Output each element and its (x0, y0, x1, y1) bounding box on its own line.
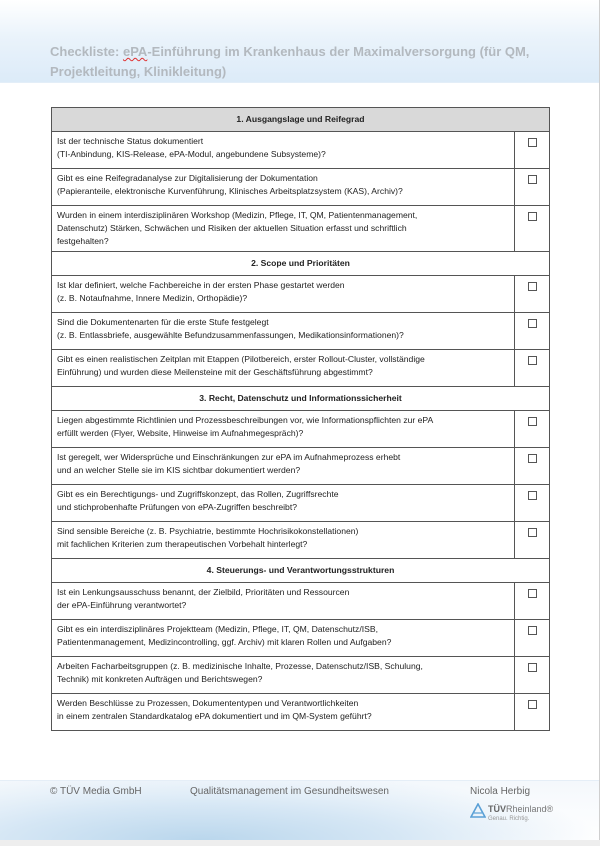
checklist-question: Liegen abgestimmte Richtlinien und Proze… (51, 410, 515, 448)
checklist-question: Wurden in einem interdisziplinären Works… (51, 205, 515, 252)
checkbox[interactable] (527, 212, 537, 221)
checkbox-cell (514, 484, 550, 522)
logo-brand: TÜVRheinland® (488, 804, 553, 814)
checkbox[interactable] (527, 626, 537, 635)
logo-slogan: Genau. Richtig. (488, 816, 530, 822)
checklist-question: Gibt es ein interdisziplinäres Projektte… (51, 619, 515, 657)
checkbox-cell (514, 410, 550, 448)
checkbox[interactable] (527, 491, 537, 500)
title-rest: -Einführung im Krankenhaus der Maximalve… (50, 44, 530, 79)
checklist-row: Gibt es einen realistischen Zeitplan mit… (51, 349, 550, 387)
section-heading: 3. Recht, Datenschutz und Informationssi… (51, 386, 550, 411)
checklist-question: Gibt es eine Reifegradanalyse zur Digita… (51, 168, 515, 206)
checkbox-cell (514, 349, 550, 387)
checklist-row: Gibt es ein interdisziplinäres Projektte… (51, 619, 550, 657)
triangle-logo-icon (470, 803, 486, 818)
checkbox[interactable] (527, 454, 537, 463)
checkbox[interactable] (527, 356, 537, 365)
checkbox-cell (514, 656, 550, 694)
footer-author: Nicola Herbig (470, 786, 531, 797)
section-heading: 4. Steuerungs- und Verantwortungsstruktu… (51, 558, 550, 583)
checklist-question: Gibt es einen realistischen Zeitplan mit… (51, 349, 515, 387)
section-header-row: 4. Steuerungs- und Verantwortungsstruktu… (51, 558, 550, 583)
checklist-table: 1. Ausgangslage und Reifegrad Ist der tec… (51, 107, 550, 731)
header-band (0, 0, 599, 83)
checklist-row: Wurden in einem interdisziplinären Works… (51, 205, 550, 252)
checklist-row: Sind die Dokumentenarten für die erste S… (51, 312, 550, 350)
checkbox-cell (514, 447, 550, 485)
checklist-question: Ist ein Lenkungsausschuss benannt, der Z… (51, 582, 515, 620)
checkbox[interactable] (527, 589, 537, 598)
page-title: Checkliste: ePA-Einführung im Krankenhau… (50, 42, 550, 82)
section-heading: 1. Ausgangslage und Reifegrad (51, 107, 550, 132)
checklist-row: Werden Beschlüsse zu Prozessen, Dokument… (51, 693, 550, 731)
section-header-row: 2. Scope und Prioritäten (51, 251, 550, 276)
checklist-question: Ist der technische Status dokumentiert (… (51, 131, 515, 169)
checkbox-cell (514, 521, 550, 559)
checklist-row: Ist ein Lenkungsausschuss benannt, der Z… (51, 582, 550, 620)
checkbox[interactable] (527, 282, 537, 291)
section-header-row: 3. Recht, Datenschutz und Informationssi… (51, 386, 550, 411)
checkbox[interactable] (527, 175, 537, 184)
checklist-question: Ist klar definiert, welche Fachbereiche … (51, 275, 515, 313)
checklist-row: Arbeiten Facharbeitsgruppen (z. B. mediz… (51, 656, 550, 694)
checkbox[interactable] (527, 138, 537, 147)
checkbox-cell (514, 205, 550, 252)
title-epa: ePA (122, 44, 148, 59)
checkbox-cell (514, 275, 550, 313)
checklist-question: Sind die Dokumentenarten für die erste S… (51, 312, 515, 350)
logo-brand-rest: Rheinland® (506, 804, 554, 814)
checkbox[interactable] (527, 528, 537, 537)
checklist-question: Ist geregelt, wer Widersprüche und Einsc… (51, 447, 515, 485)
checkbox[interactable] (527, 700, 537, 709)
checkbox-cell (514, 312, 550, 350)
checkbox-cell (514, 582, 550, 620)
checkbox-cell (514, 619, 550, 657)
checklist-question: Werden Beschlüsse zu Prozessen, Dokument… (51, 693, 515, 731)
checklist-question: Sind sensible Bereiche (z. B. Psychiatri… (51, 521, 515, 559)
checkbox-cell (514, 131, 550, 169)
title-prefix: Checkliste: (50, 44, 123, 59)
footer-band (0, 780, 599, 840)
checklist-question: Arbeiten Facharbeitsgruppen (z. B. mediz… (51, 656, 515, 694)
section-heading: 2. Scope und Prioritäten (51, 251, 550, 276)
footer-publication: Qualitätsmanagement im Gesundheitswesen (190, 786, 389, 797)
checklist-row: Sind sensible Bereiche (z. B. Psychiatri… (51, 521, 550, 559)
checklist-row: Ist geregelt, wer Widersprüche und Einsc… (51, 447, 550, 485)
section-header-row: 1. Ausgangslage und Reifegrad (51, 107, 550, 132)
checkbox-cell (514, 168, 550, 206)
checklist-question: Gibt es ein Berechtigungs- und Zugriffsk… (51, 484, 515, 522)
logo-brand-bold: TÜV (488, 804, 506, 814)
checkbox-cell (514, 693, 550, 731)
checklist-row: Ist klar definiert, welche Fachbereiche … (51, 275, 550, 313)
checklist-row: Ist der technische Status dokumentiert (… (51, 131, 550, 169)
checkbox[interactable] (527, 663, 537, 672)
footer-copyright: © TÜV Media GmbH (50, 786, 142, 797)
checklist-row: Gibt es eine Reifegradanalyse zur Digita… (51, 168, 550, 206)
checklist-row: Gibt es ein Berechtigungs- und Zugriffsk… (51, 484, 550, 522)
checkbox[interactable] (527, 319, 537, 328)
checkbox[interactable] (527, 417, 537, 426)
checklist-row: Liegen abgestimmte Richtlinien und Proze… (51, 410, 550, 448)
